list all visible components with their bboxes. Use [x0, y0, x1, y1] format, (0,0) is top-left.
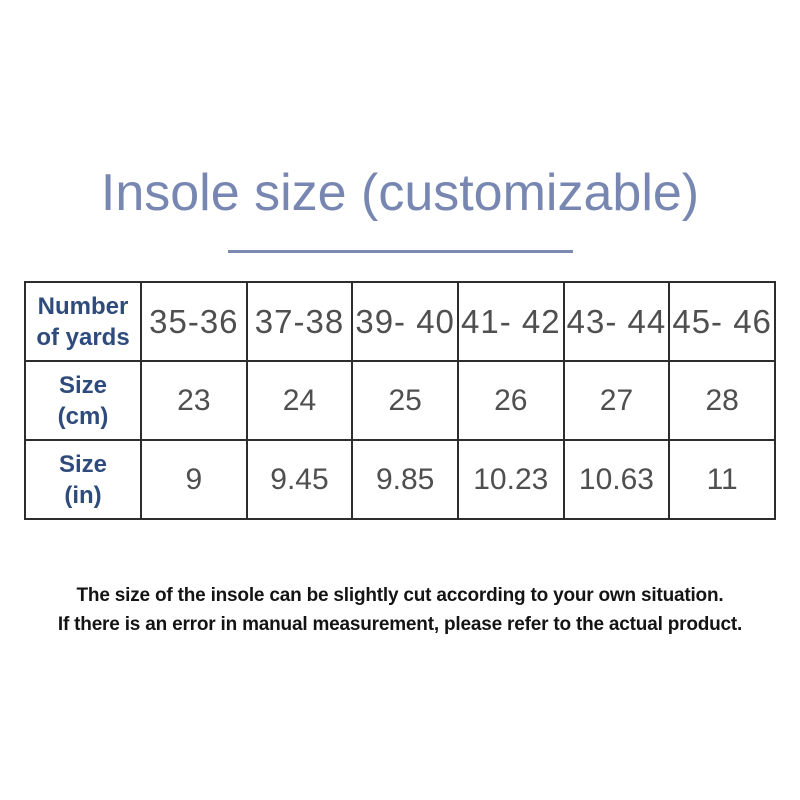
table-cell: 24: [245, 360, 354, 442]
table-row-size-in: Size (in) 9 9.45 9.85 10.23 10.63 11: [24, 439, 776, 521]
table-cell: 37-38: [245, 281, 354, 363]
table-cell: 26: [456, 360, 565, 442]
page-title: Insole size (customizable): [100, 164, 700, 222]
table-cell: 28: [668, 360, 776, 442]
table-cell: 9: [140, 439, 248, 521]
table-cell: 43- 44: [562, 281, 671, 363]
table-cell: 11: [668, 439, 776, 521]
row-label-number-of-yards: Number of yards: [24, 281, 142, 363]
table-cell: 10.63: [562, 439, 671, 521]
row-label-size-in: Size (in): [24, 439, 142, 521]
table-cell: 41- 42: [456, 281, 565, 363]
table-cell: 27: [562, 360, 671, 442]
table-cell: 9.45: [245, 439, 354, 521]
table-cell: 9.85: [351, 439, 459, 521]
table-cell: 10.23: [456, 439, 565, 521]
footer-line-2: If there is an error in manual measureme…: [57, 613, 743, 635]
footer-line-1: The size of the insole can be slightly c…: [76, 585, 724, 607]
table-row-yards: Number of yards 35-36 37-38 39- 40 41- 4…: [24, 281, 776, 363]
footer-note: The size of the insole can be slightly c…: [0, 582, 800, 639]
table-row-size-cm: Size (cm) 23 24 25 26 27 28: [24, 360, 776, 442]
row-label-size-cm: Size (cm): [24, 360, 142, 442]
table-cell: 23: [140, 360, 248, 442]
table-cell: 45- 46: [668, 281, 776, 363]
table-cell: 35-36: [140, 281, 248, 363]
title-divider: [227, 250, 573, 254]
table-cell: 25: [351, 360, 459, 442]
insole-size-table: Number of yards 35-36 37-38 39- 40 41- 4…: [24, 281, 776, 521]
table-cell: 39- 40: [351, 281, 459, 363]
